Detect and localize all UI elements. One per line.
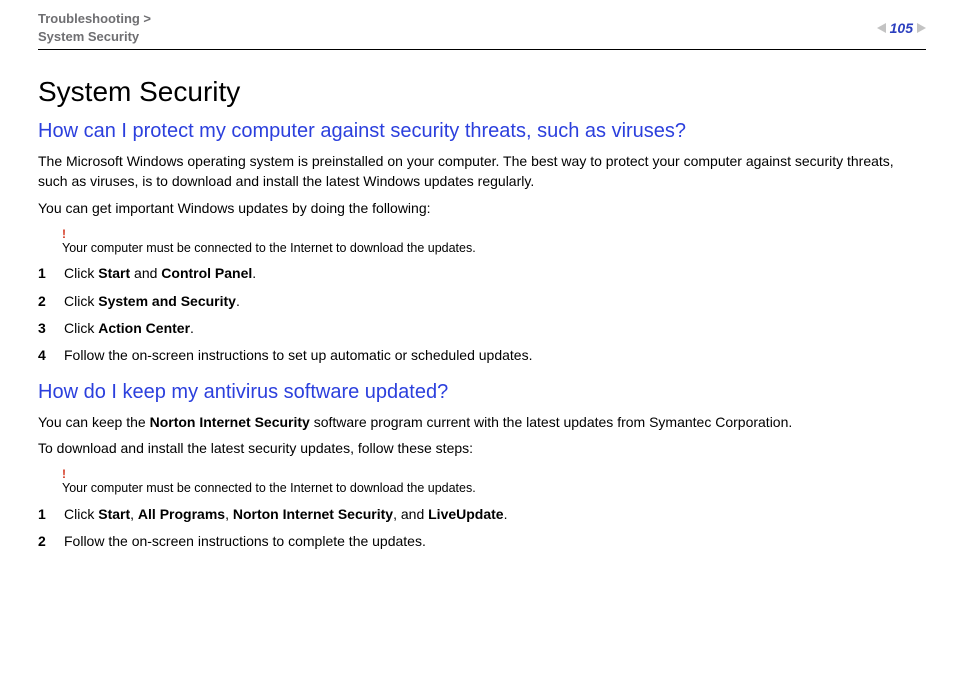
step-text-fragment: Click	[64, 506, 98, 522]
breadcrumb-line-1: Troubleshooting >	[38, 10, 151, 28]
list-item: 1 Click Start and Control Panel.	[38, 262, 926, 284]
list-item: 2 Click System and Security.	[38, 290, 926, 312]
step-number: 1	[38, 262, 50, 284]
step-text-fragment: Click	[64, 320, 98, 336]
step-text-fragment: .	[504, 506, 508, 522]
step-bold: All Programs	[138, 506, 225, 522]
page-header: Troubleshooting > System Security 105	[38, 10, 926, 49]
step-text-fragment: ,	[225, 506, 233, 522]
breadcrumb: Troubleshooting > System Security	[38, 10, 151, 45]
section1-note-text: Your computer must be connected to the I…	[62, 240, 926, 256]
list-item: 2 Follow the on-screen instructions to c…	[38, 530, 926, 552]
warning-icon: !	[62, 228, 926, 240]
step-number: 2	[38, 530, 50, 552]
warning-icon: !	[62, 468, 926, 480]
text-fragment: software program current with the latest…	[310, 414, 792, 430]
section1-note: ! Your computer must be connected to the…	[62, 228, 926, 256]
step-text-fragment: Click	[64, 293, 98, 309]
step-bold: Start	[98, 506, 130, 522]
section2-paragraph-2: To download and install the latest secur…	[38, 438, 926, 458]
list-item: 1 Click Start, All Programs, Norton Inte…	[38, 503, 926, 525]
step-text: Follow the on-screen instructions to com…	[64, 530, 926, 552]
section2-paragraph-1: You can keep the Norton Internet Securit…	[38, 412, 926, 432]
step-text: Click System and Security.	[64, 290, 926, 312]
step-text-fragment: ,	[130, 506, 138, 522]
section2-heading: How do I keep my antivirus software upda…	[38, 381, 926, 404]
step-number: 2	[38, 290, 50, 312]
step-text-fragment: .	[236, 293, 240, 309]
step-bold: Control Panel	[161, 265, 252, 281]
step-bold: LiveUpdate	[428, 506, 503, 522]
previous-page-icon[interactable]	[877, 23, 886, 33]
header-divider	[38, 49, 926, 50]
section1-paragraph-1: The Microsoft Windows operating system i…	[38, 151, 926, 192]
section2-steps: 1 Click Start, All Programs, Norton Inte…	[38, 503, 926, 553]
step-number: 4	[38, 344, 50, 366]
step-bold: Start	[98, 265, 130, 281]
step-text-fragment: and	[130, 265, 161, 281]
step-bold: Action Center	[98, 320, 190, 336]
text-bold: Norton Internet Security	[150, 414, 310, 430]
page-title: System Security	[38, 76, 926, 108]
text-fragment: You can keep the	[38, 414, 150, 430]
step-text-fragment: .	[252, 265, 256, 281]
step-bold: Norton Internet Security	[233, 506, 393, 522]
page-number: 105	[890, 20, 913, 36]
step-text-fragment: .	[190, 320, 194, 336]
next-page-icon[interactable]	[917, 23, 926, 33]
step-number: 1	[38, 503, 50, 525]
step-text-fragment: Click	[64, 265, 98, 281]
section1-heading: How can I protect my computer against se…	[38, 120, 926, 143]
section2-note: ! Your computer must be connected to the…	[62, 468, 926, 496]
list-item: 4 Follow the on-screen instructions to s…	[38, 344, 926, 366]
section2-note-text: Your computer must be connected to the I…	[62, 480, 926, 496]
step-text: Click Start, All Programs, Norton Intern…	[64, 503, 926, 525]
document-page: Troubleshooting > System Security 105 Sy…	[0, 0, 954, 552]
section1-steps: 1 Click Start and Control Panel. 2 Click…	[38, 262, 926, 367]
step-text-fragment: , and	[393, 506, 428, 522]
section1-paragraph-2: You can get important Windows updates by…	[38, 198, 926, 218]
step-text: Click Start and Control Panel.	[64, 262, 926, 284]
step-text: Follow the on-screen instructions to set…	[64, 344, 926, 366]
list-item: 3 Click Action Center.	[38, 317, 926, 339]
page-navigator: 105	[877, 20, 926, 36]
step-text: Click Action Center.	[64, 317, 926, 339]
step-bold: System and Security	[98, 293, 236, 309]
step-number: 3	[38, 317, 50, 339]
breadcrumb-line-2: System Security	[38, 28, 151, 46]
